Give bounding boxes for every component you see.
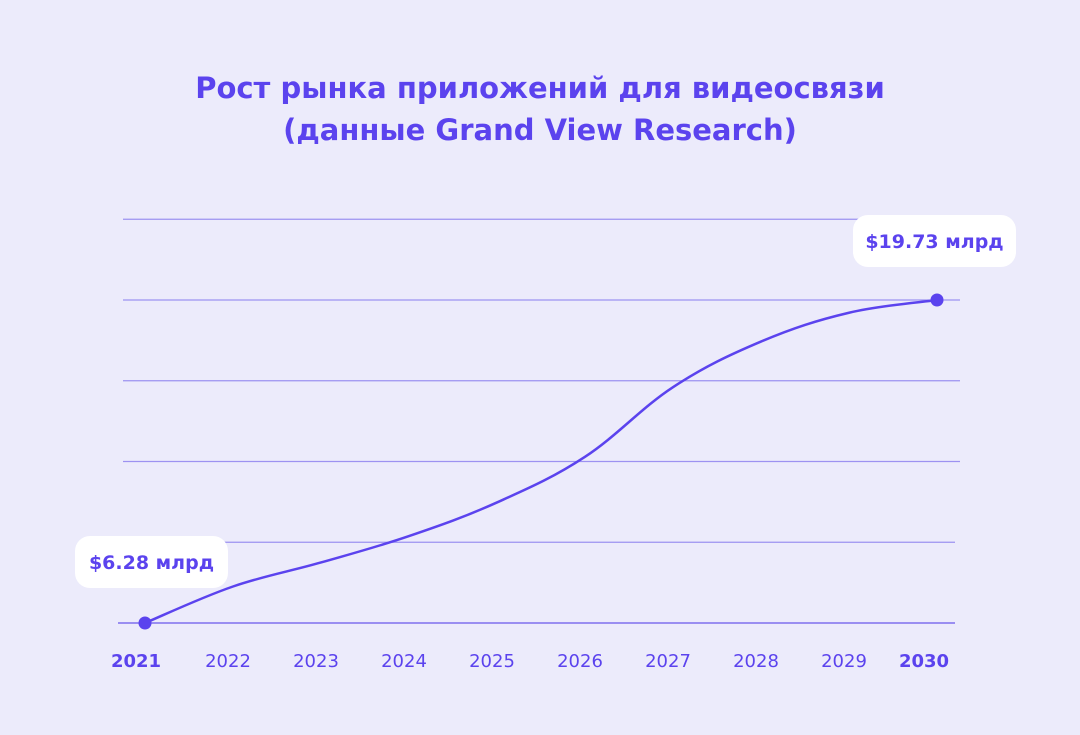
x-axis-ticks: 2021 2022 2023 2024 2025 2026 2027 2028 2029 2030 xyxy=(111,651,949,672)
x-tick-label: 2027 xyxy=(645,651,691,672)
data-points xyxy=(138,293,944,630)
x-tick-label: 2026 xyxy=(557,651,603,672)
x-tick-label: 2022 xyxy=(205,651,251,672)
x-tick-label: 2024 xyxy=(381,651,427,672)
chart-title-line-1: Рост рынка приложений для видеосвязи xyxy=(195,71,885,105)
series-line xyxy=(143,298,939,625)
series-line-group xyxy=(143,298,939,625)
x-tick-label: 2021 xyxy=(111,651,161,672)
annotations: $6.28 млрд $19.73 млрд xyxy=(75,215,1016,588)
annotation-label: $6.28 млрд xyxy=(89,552,214,574)
x-tick-label: 2023 xyxy=(293,651,339,672)
annotation-bubble xyxy=(75,536,228,588)
x-tick-label: 2028 xyxy=(733,651,779,672)
annotation-label: $19.73 млрд xyxy=(865,231,1003,253)
x-tick-label: 2029 xyxy=(821,651,867,672)
data-point-2021 xyxy=(138,616,152,630)
x-tick-label: 2030 xyxy=(899,651,949,672)
chart-title-line-2: (данные Grand View Research) xyxy=(283,113,797,147)
x-tick-label: 2025 xyxy=(469,651,515,672)
annotation-bubble xyxy=(853,215,1016,267)
grid-lines xyxy=(118,218,960,624)
data-point-2030 xyxy=(930,293,944,307)
